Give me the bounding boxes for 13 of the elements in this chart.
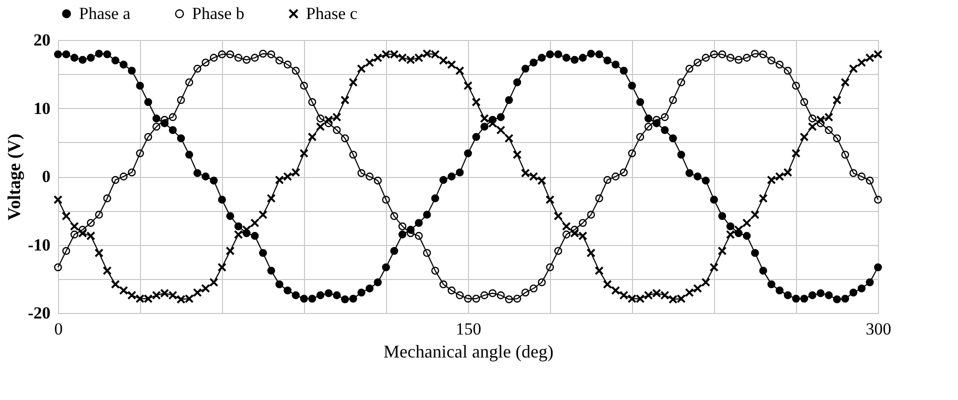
x-tick-label: 300	[866, 320, 892, 338]
legend-label: Phase b	[192, 4, 244, 23]
y-axis-title: Voltage (V)	[4, 134, 24, 220]
y-tick-label: 0	[42, 167, 50, 186]
x-axis-title: Mechanical angle (deg)	[384, 342, 554, 362]
legend-label: Phase c	[306, 4, 358, 23]
y-tick-label: -10	[28, 235, 50, 254]
y-tick-label: -20	[28, 304, 50, 322]
y-tick-label: 20	[34, 30, 50, 50]
x-tick-label: 0	[54, 320, 63, 338]
y-tick-label: 10	[34, 98, 50, 118]
legend-label: Phase a	[79, 4, 131, 23]
x-tick-label: 150	[456, 320, 482, 338]
